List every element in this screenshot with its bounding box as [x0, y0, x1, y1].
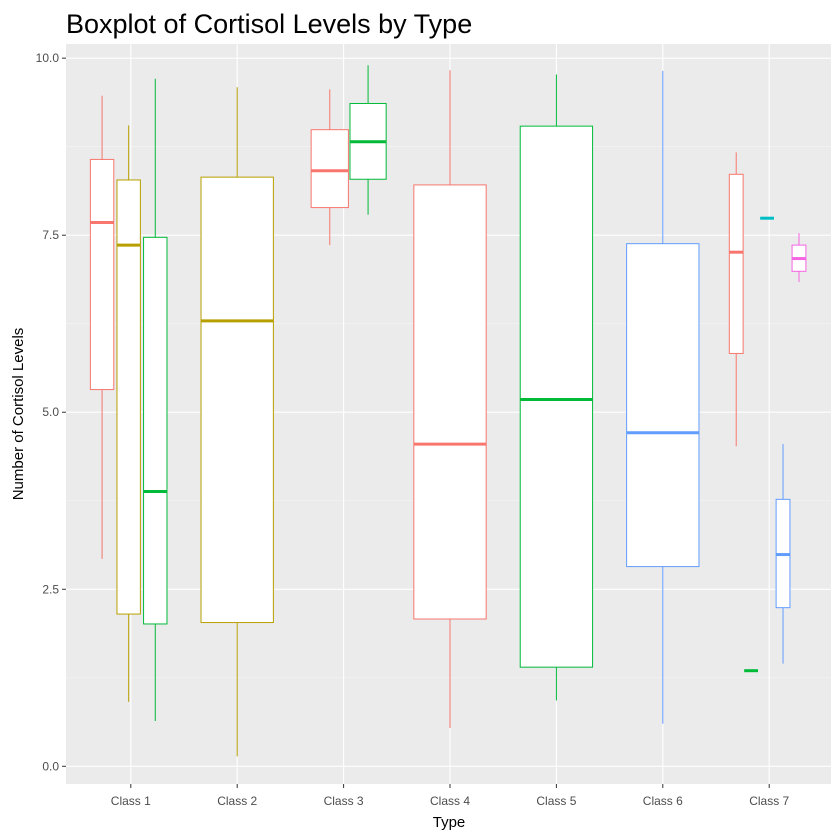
y-tick-label: 0.0	[42, 759, 59, 773]
box-series	[89, 65, 807, 757]
box-body	[310, 129, 349, 209]
box-class-1-red	[89, 95, 115, 559]
box-class-7-blue	[775, 444, 791, 664]
x-axis-title: Type	[433, 814, 466, 831]
box-class-3-red	[310, 89, 349, 246]
box-body	[143, 236, 168, 625]
y-tick-label: 7.5	[42, 228, 59, 242]
box-class-4-red	[413, 70, 487, 729]
box-class-1-green	[143, 78, 168, 721]
box-class-7-red	[728, 152, 744, 447]
y-tick-label: 2.5	[42, 582, 59, 596]
x-axis: Class 1 Class 2 Class 3 Class 4 Class 5 Class…	[111, 784, 790, 808]
x-tick-label: Class 1	[111, 794, 151, 808]
y-axis-title: Number of Cortisol Levels	[10, 328, 27, 501]
box-body	[89, 158, 115, 391]
box-class-7-pink	[791, 233, 807, 282]
box-body	[116, 179, 141, 615]
x-tick-label: Class 7	[749, 794, 789, 808]
box-class-2-olive	[200, 87, 274, 757]
x-tick-label: Class 4	[430, 794, 470, 808]
box-body	[728, 173, 744, 354]
box-body	[413, 184, 487, 620]
y-tick-label: 5.0	[42, 405, 59, 419]
box-class-1-olive	[116, 125, 141, 702]
box-class-5-green	[519, 74, 594, 701]
box-class-6-blue	[626, 70, 700, 724]
box-class-3-green	[349, 65, 387, 215]
y-tick-label: 10.0	[36, 51, 60, 65]
box-body	[519, 125, 594, 668]
chart-title: Boxplot of Cortisol Levels by Type	[66, 9, 472, 39]
y-axis: 0.0 2.5 5.0 7.5 10.0	[36, 51, 66, 773]
x-tick-label: Class 6	[643, 794, 683, 808]
x-tick-label: Class 3	[324, 794, 364, 808]
box-body	[200, 176, 274, 624]
box-body	[626, 243, 700, 568]
x-tick-label: Class 5	[536, 794, 576, 808]
x-tick-label: Class 2	[217, 794, 257, 808]
